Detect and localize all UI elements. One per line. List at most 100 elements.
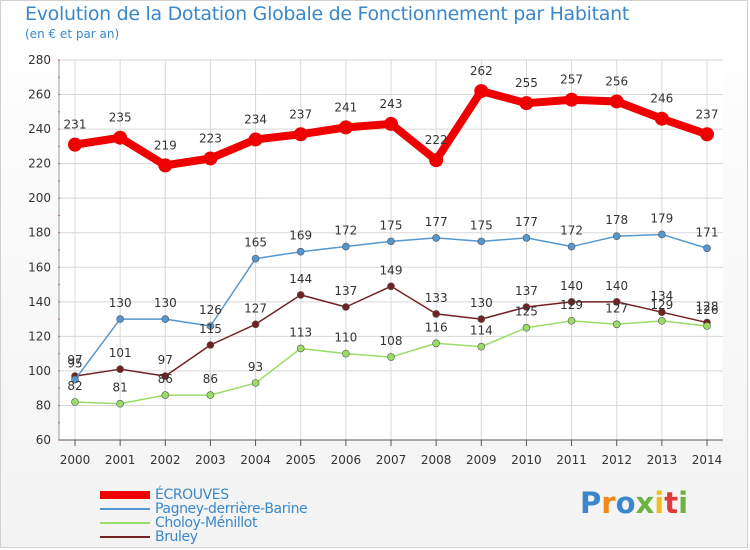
data-point--crouves-2005 xyxy=(293,127,308,142)
data-point-bruley-2003 xyxy=(206,341,215,349)
data-point-pagney-derri-re-barine-2013 xyxy=(658,230,666,239)
data-point--crouves-2003 xyxy=(203,151,218,166)
y-tick-label-220: 220 xyxy=(28,157,51,171)
data-point-choloy-m-nillot-2002 xyxy=(161,391,170,399)
x-tick-label-2000: 2000 xyxy=(60,453,91,467)
data-point--crouves-2000 xyxy=(68,137,82,152)
logo-letter: P xyxy=(580,486,602,520)
data-label--crouves-2008: 222 xyxy=(425,133,448,147)
data-point-choloy-m-nillot-2006 xyxy=(342,349,350,358)
data-point-pagney-derri-re-barine-2012 xyxy=(612,232,621,240)
y-tick-label-100: 100 xyxy=(28,364,51,378)
data-point-choloy-m-nillot-2000 xyxy=(71,398,79,406)
data-label-choloy-m-nillot-2011: 129 xyxy=(560,298,583,312)
data-label-pagney-derri-re-barine-2010: 177 xyxy=(515,215,538,229)
data-point--crouves-2008 xyxy=(429,153,444,168)
y-tick-label-280: 280 xyxy=(28,53,51,67)
data-point-pagney-derri-re-barine-2011 xyxy=(567,242,576,251)
logo-letter: t xyxy=(664,486,679,520)
data-label-choloy-m-nillot-2006: 110 xyxy=(334,331,357,345)
data-label-bruley-2010: 137 xyxy=(515,284,538,298)
data-label-bruley-2006: 137 xyxy=(334,284,357,298)
y-tick-label-200: 200 xyxy=(28,191,51,205)
legend-swatch-choloy-m-nillot xyxy=(100,522,150,524)
x-tick-label-2003: 2003 xyxy=(195,453,226,467)
data-label-choloy-m-nillot-2001: 81 xyxy=(113,381,128,395)
data-label-pagney-derri-re-barine-2001: 130 xyxy=(109,296,132,310)
x-tick-label-2013: 2013 xyxy=(647,453,678,467)
data-point-bruley-2005 xyxy=(296,291,305,299)
legend-item-bruley: Bruley xyxy=(100,530,360,544)
data-point-bruley-2009 xyxy=(477,315,486,323)
data-point-bruley-2004 xyxy=(251,320,260,329)
data-point-pagney-derri-re-barine-2010 xyxy=(522,234,531,242)
data-label-choloy-m-nillot-2002: 86 xyxy=(158,372,173,386)
legend-label--crouves: ÉCROUVES xyxy=(155,487,229,503)
data-label-choloy-m-nillot-2010: 125 xyxy=(515,305,538,319)
x-tick-label-2012: 2012 xyxy=(601,453,632,467)
data-point-choloy-m-nillot-2001 xyxy=(116,399,124,408)
data-label-choloy-m-nillot-2000: 82 xyxy=(67,379,82,393)
data-point-choloy-m-nillot-2014 xyxy=(703,322,711,330)
data-label-choloy-m-nillot-2008: 116 xyxy=(425,320,448,334)
data-point-bruley-2012 xyxy=(612,298,621,306)
data-label-bruley-2013: 134 xyxy=(650,289,673,303)
data-label--crouves-2010: 255 xyxy=(515,76,538,90)
chart-subtitle: (en € et par an) xyxy=(25,27,120,41)
data-label-pagney-derri-re-barine-2013: 179 xyxy=(650,211,673,225)
x-tick-label-2007: 2007 xyxy=(376,453,407,467)
data-label--crouves-2011: 257 xyxy=(560,73,583,87)
logo-letter: i xyxy=(678,486,689,520)
data-label--crouves-2012: 256 xyxy=(605,74,628,88)
proxiti-logo: Proxiti xyxy=(580,486,688,520)
data-label-bruley-2009: 130 xyxy=(470,296,493,310)
data-label-bruley-2012: 140 xyxy=(605,279,628,293)
legend-item--crouves: ÉCROUVES xyxy=(100,488,360,502)
x-tick-label-2005: 2005 xyxy=(285,453,316,467)
data-label-pagney-derri-re-barine-2000: 95 xyxy=(67,357,82,371)
logo-letter: i xyxy=(654,486,665,520)
data-point-choloy-m-nillot-2011 xyxy=(567,317,576,325)
data-label--crouves-2001: 235 xyxy=(109,111,132,125)
logo-letter: x xyxy=(635,486,655,520)
data-point-pagney-derri-re-barine-2014 xyxy=(703,244,711,253)
data-label-bruley-2002: 97 xyxy=(158,353,173,367)
y-tick-label-240: 240 xyxy=(28,122,51,136)
data-point-pagney-derri-re-barine-2009 xyxy=(477,237,486,246)
data-point-choloy-m-nillot-2013 xyxy=(658,317,666,325)
y-tick-label-60: 60 xyxy=(36,433,51,447)
data-point-bruley-2007 xyxy=(387,282,395,291)
legend-item-pagney-derri-re-barine: Pagney-derrière-Barine xyxy=(100,502,360,516)
data-point--crouves-2012 xyxy=(609,94,624,109)
x-tick-label-2014: 2014 xyxy=(692,453,723,467)
data-point--crouves-2014 xyxy=(700,127,714,142)
legend-label-bruley: Bruley xyxy=(155,529,198,545)
data-point-pagney-derri-re-barine-2000 xyxy=(71,375,79,384)
legend-swatch-pagney-derri-re-barine xyxy=(100,508,150,510)
data-point--crouves-2009 xyxy=(474,84,489,99)
data-point-pagney-derri-re-barine-2006 xyxy=(342,242,350,251)
data-point-bruley-2001 xyxy=(116,365,124,373)
data-label--crouves-2006: 241 xyxy=(334,100,357,114)
data-label-pagney-derri-re-barine-2008: 177 xyxy=(425,215,448,229)
data-label-bruley-2014: 128 xyxy=(696,300,719,314)
data-label--crouves-2005: 237 xyxy=(289,107,312,121)
data-label-pagney-derri-re-barine-2005: 169 xyxy=(289,229,312,243)
data-label--crouves-2009: 262 xyxy=(470,64,493,78)
x-tick-label-2011: 2011 xyxy=(556,453,587,467)
data-label-choloy-m-nillot-2003: 86 xyxy=(203,372,218,386)
data-point-pagney-derri-re-barine-2002 xyxy=(161,315,170,323)
y-tick-label-160: 160 xyxy=(28,260,51,274)
y-tick-label-120: 120 xyxy=(28,329,51,343)
data-label-choloy-m-nillot-2004: 93 xyxy=(248,360,263,374)
data-point-pagney-derri-re-barine-2008 xyxy=(432,234,440,242)
data-label--crouves-2014: 237 xyxy=(696,107,719,121)
data-label-bruley-2001: 101 xyxy=(109,346,132,360)
data-label-bruley-2008: 133 xyxy=(425,291,448,305)
data-label-pagney-derri-re-barine-2011: 172 xyxy=(560,224,583,238)
data-point-bruley-2006 xyxy=(342,303,350,311)
data-label-pagney-derri-re-barine-2002: 130 xyxy=(154,296,177,310)
x-tick-label-2001: 2001 xyxy=(105,453,136,467)
y-tick-label-80: 80 xyxy=(36,398,51,412)
x-tick-label-2008: 2008 xyxy=(421,453,452,467)
